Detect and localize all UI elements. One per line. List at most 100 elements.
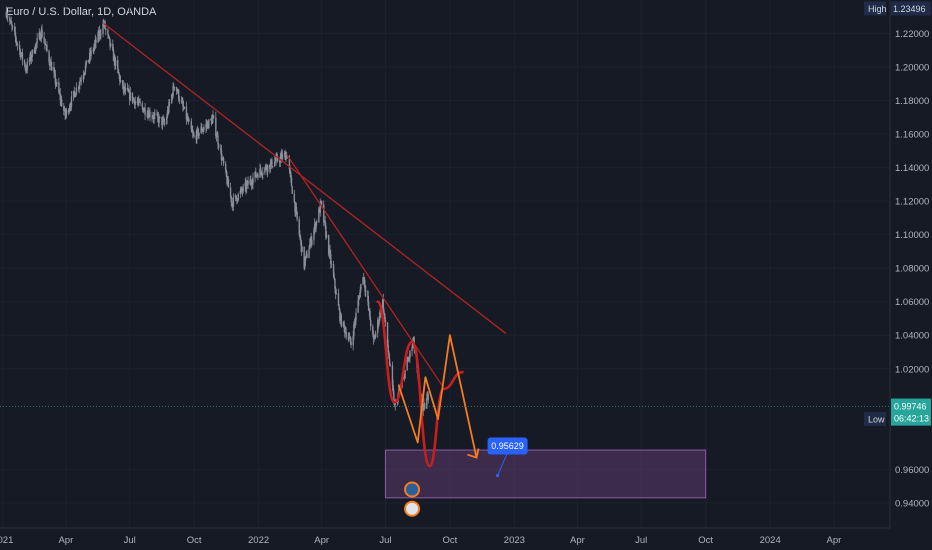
candle-body bbox=[221, 158, 223, 160]
candle-body bbox=[265, 165, 267, 170]
candle-body bbox=[142, 110, 145, 113]
candle-body bbox=[187, 117, 189, 122]
target-zone-layer bbox=[384, 449, 707, 499]
candle-body bbox=[225, 170, 228, 177]
candle-body bbox=[325, 235, 328, 238]
candle-body bbox=[30, 54, 32, 60]
y-tick-label: 1.10000 bbox=[895, 230, 929, 241]
candle-body bbox=[343, 321, 345, 327]
candle-body bbox=[406, 360, 408, 371]
candle-body bbox=[60, 99, 63, 107]
candle-body bbox=[274, 161, 276, 167]
candle-body bbox=[357, 300, 359, 313]
y-tick-label: 1.14000 bbox=[895, 163, 929, 174]
x-tick-label: Jul bbox=[635, 535, 647, 546]
candle-body bbox=[15, 37, 17, 42]
candle-body bbox=[188, 120, 190, 122]
x-tick-label: Jul bbox=[379, 535, 391, 546]
candle-body bbox=[154, 113, 156, 115]
candle-body bbox=[294, 202, 296, 213]
candle-body bbox=[274, 161, 277, 163]
candle-body bbox=[192, 131, 194, 134]
candle-body bbox=[185, 106, 188, 120]
candle-body bbox=[72, 90, 75, 97]
candle-body bbox=[139, 101, 141, 104]
candle-body bbox=[403, 373, 406, 379]
candle-body bbox=[192, 133, 195, 136]
candle-body bbox=[39, 32, 41, 41]
candle-body bbox=[178, 90, 180, 100]
candle-body bbox=[75, 87, 78, 95]
y-tick-label: 1.20000 bbox=[895, 63, 929, 74]
candle-body bbox=[114, 56, 116, 66]
candle-body bbox=[296, 211, 298, 220]
candle-body bbox=[363, 277, 365, 278]
candle-body bbox=[236, 200, 239, 202]
candle-body bbox=[128, 90, 130, 92]
candle-body bbox=[354, 320, 356, 323]
candle-body bbox=[143, 108, 146, 111]
candle-body bbox=[58, 92, 61, 94]
candle-body bbox=[168, 102, 170, 113]
y-tick-label: 1.08000 bbox=[895, 264, 929, 275]
candle-body bbox=[124, 87, 126, 91]
candle-body bbox=[147, 112, 150, 118]
candle-body bbox=[171, 94, 174, 97]
candle-body bbox=[63, 108, 66, 111]
candle-body bbox=[77, 87, 80, 89]
candle-body bbox=[239, 190, 242, 194]
candle-body bbox=[201, 130, 204, 132]
candle-body bbox=[345, 332, 347, 338]
candle-body bbox=[377, 320, 379, 333]
candle-body bbox=[206, 124, 208, 126]
candle-body bbox=[157, 116, 160, 123]
candle-body bbox=[220, 150, 223, 160]
candle-body bbox=[183, 106, 186, 109]
candle-body bbox=[290, 177, 293, 187]
candle-body bbox=[230, 196, 232, 203]
target-leader-line bbox=[497, 452, 509, 476]
candle-body bbox=[88, 59, 90, 63]
candle-body bbox=[241, 190, 244, 192]
candle-body bbox=[156, 113, 159, 117]
candle-body bbox=[195, 135, 197, 140]
candle-body bbox=[404, 370, 406, 379]
target-point-marker bbox=[495, 473, 500, 478]
candle-body bbox=[14, 26, 16, 32]
candle-body bbox=[310, 238, 312, 245]
candle-body bbox=[286, 157, 289, 159]
candle-body bbox=[303, 246, 305, 268]
candle-body bbox=[281, 154, 283, 159]
candle-body bbox=[396, 401, 399, 403]
candle-body bbox=[110, 43, 112, 47]
candle-body bbox=[131, 92, 134, 102]
y-tick-label: 1.02000 bbox=[895, 364, 929, 375]
candle-body bbox=[85, 60, 87, 66]
candle-body bbox=[301, 246, 303, 253]
candle-body bbox=[18, 45, 21, 50]
candle-body bbox=[339, 315, 342, 321]
candle-body bbox=[244, 182, 246, 187]
trendline bbox=[103, 22, 507, 335]
candle-body bbox=[176, 91, 178, 93]
candle-body bbox=[226, 176, 228, 185]
candle-body bbox=[260, 171, 263, 175]
candle-body bbox=[79, 81, 81, 85]
candle-body bbox=[320, 201, 322, 203]
candle-body bbox=[99, 31, 101, 35]
candle-body bbox=[232, 197, 235, 207]
candle-body bbox=[393, 403, 396, 405]
candle-body bbox=[347, 337, 349, 339]
candle-body bbox=[46, 45, 48, 51]
candle-body bbox=[31, 49, 33, 58]
candle-body bbox=[25, 68, 27, 71]
candle-body bbox=[344, 332, 347, 333]
candle-body bbox=[311, 239, 313, 245]
candle-body bbox=[242, 186, 244, 192]
candle-body bbox=[266, 169, 268, 172]
candle-body bbox=[129, 92, 132, 100]
candle-body bbox=[9, 17, 11, 22]
candle-body bbox=[318, 208, 320, 223]
candle-body bbox=[182, 106, 185, 109]
